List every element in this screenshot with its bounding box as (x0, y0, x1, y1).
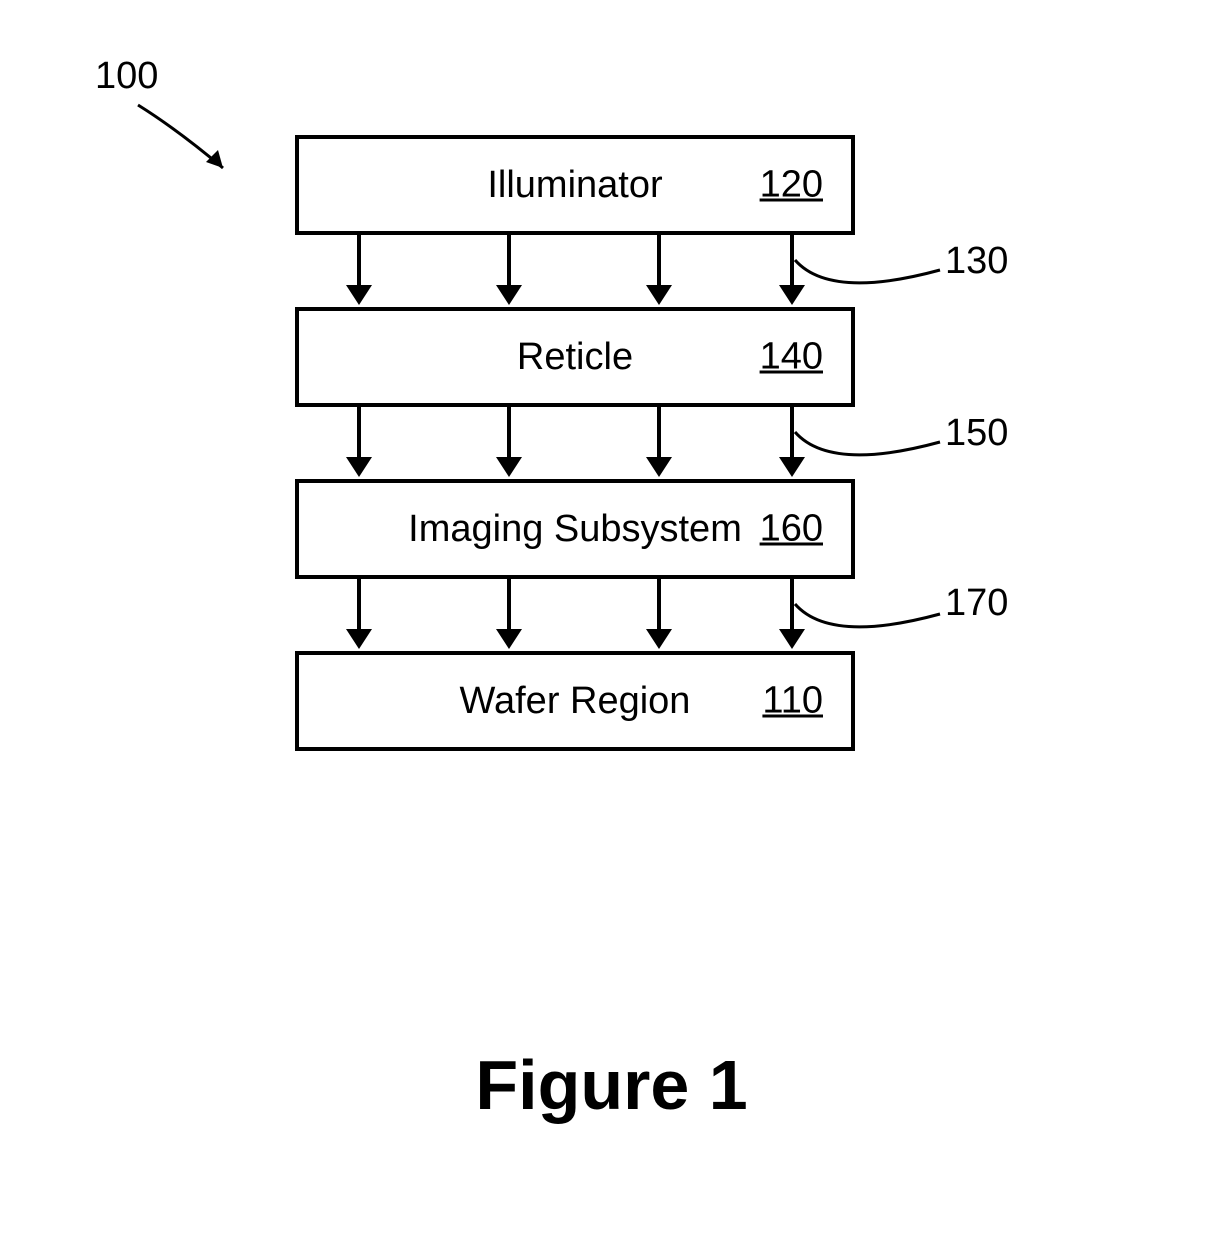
flow-arrow (507, 235, 511, 305)
block-ref: 140 (760, 336, 823, 379)
flow-arrow (657, 235, 661, 305)
block-wafer-region: Wafer Region 110 (295, 651, 855, 751)
figure-title: Figure 1 (0, 1045, 1223, 1125)
arrow-set-ref: 150 (945, 412, 1008, 455)
block-reticle: Reticle 140 (295, 307, 855, 407)
system-ref-label: 100 (95, 55, 158, 98)
flow-arrow (357, 407, 361, 477)
block-ref: 120 (760, 164, 823, 207)
diagram-container: Illuminator 120 Reticle 140 Imaging Subs… (295, 135, 855, 751)
flow-arrow (657, 579, 661, 649)
flow-arrow (357, 579, 361, 649)
block-ref: 110 (762, 680, 823, 723)
block-label: Imaging Subsystem (408, 508, 742, 551)
flow-arrow (507, 579, 511, 649)
arrow-set-ref: 170 (945, 582, 1008, 625)
block-label: Reticle (517, 336, 633, 379)
arrow-set-ref: 130 (945, 240, 1008, 283)
arrow-gap-2 (295, 579, 855, 651)
system-pointer-arrow (128, 100, 258, 190)
flow-arrow (507, 407, 511, 477)
block-ref: 160 (760, 508, 823, 551)
arrow-gap-0 (295, 235, 855, 307)
block-label: Illuminator (487, 164, 662, 207)
flow-arrow (657, 407, 661, 477)
block-illuminator: Illuminator 120 (295, 135, 855, 235)
arrow-gap-1 (295, 407, 855, 479)
block-imaging-subsystem: Imaging Subsystem 160 (295, 479, 855, 579)
block-label: Wafer Region (460, 680, 691, 723)
flow-arrow (357, 235, 361, 305)
